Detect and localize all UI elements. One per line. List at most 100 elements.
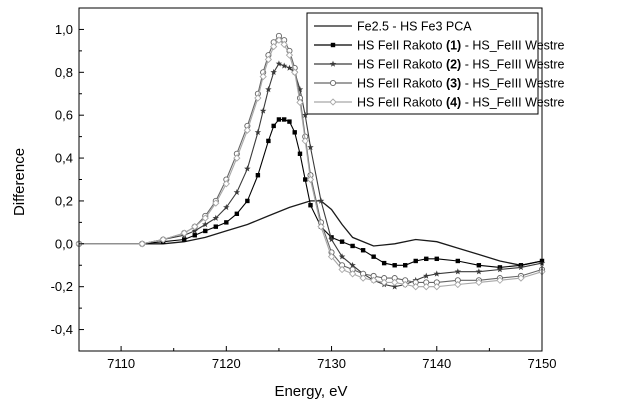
data-point bbox=[244, 165, 251, 172]
legend-label-number: (4) bbox=[446, 96, 461, 110]
y-tick-label: -0,4 bbox=[51, 322, 73, 337]
data-point bbox=[392, 263, 397, 268]
data-point bbox=[192, 233, 197, 238]
data-point bbox=[203, 228, 208, 234]
legend: Fe2.5 - HS Fe3 PCA HS FeII Rakoto (1) - H… bbox=[306, 12, 565, 115]
x-axis-title: Energy, eV bbox=[274, 383, 347, 400]
data-point bbox=[266, 138, 271, 144]
data-point bbox=[296, 86, 304, 93]
axes-group: 7110 7120 7130 7140 7150 -0,4 -0,2 0,0 0,2 0,4 0,6… bbox=[51, 7, 557, 371]
data-point bbox=[254, 128, 262, 136]
y-tick-label: 1,0 bbox=[55, 22, 73, 37]
data-point bbox=[338, 265, 346, 274]
data-point bbox=[233, 188, 241, 196]
data-point bbox=[496, 266, 504, 273]
legend-swatch-marker bbox=[329, 60, 337, 67]
legend-label-number: (2) bbox=[446, 58, 461, 72]
data-point bbox=[281, 117, 287, 122]
data-point bbox=[213, 224, 218, 229]
data-point bbox=[202, 221, 209, 228]
data-point bbox=[308, 203, 313, 208]
data-point bbox=[412, 283, 420, 291]
legend-label-suffix: - HS_FeIII Westre bbox=[461, 39, 564, 53]
legend-label: Fe2.5 - HS Fe3 PCA bbox=[357, 20, 472, 34]
data-point bbox=[307, 143, 314, 151]
y-tick-label: 0,6 bbox=[55, 108, 73, 123]
legend-label-suffix: - HS_FeIII Westre bbox=[461, 58, 564, 72]
data-point bbox=[233, 154, 241, 162]
data-point bbox=[423, 272, 430, 279]
data-point bbox=[212, 214, 220, 221]
data-point bbox=[328, 236, 335, 243]
data-point bbox=[317, 197, 325, 204]
data-point bbox=[270, 68, 277, 76]
data-point bbox=[285, 51, 294, 59]
legend-label: HS FeII Rakoto (4) - HS_FeIII Westre bbox=[357, 96, 565, 110]
data-point bbox=[338, 253, 346, 260]
y-tick-label: 0,2 bbox=[55, 193, 73, 208]
x-tick-label: 7140 bbox=[422, 356, 451, 371]
legend-label: HS FeII Rakoto (3) - HS_FeIII Westre bbox=[357, 77, 565, 91]
data-point bbox=[475, 268, 483, 275]
data-point bbox=[291, 68, 299, 76]
data-point bbox=[138, 240, 146, 248]
data-point bbox=[380, 278, 388, 287]
data-point bbox=[234, 211, 240, 216]
data-point bbox=[476, 263, 482, 268]
data-point bbox=[424, 256, 429, 262]
data-point bbox=[317, 223, 325, 231]
x-tick-label: 7110 bbox=[107, 356, 135, 371]
data-point bbox=[360, 248, 366, 253]
legend-label-text: HS FeII Rakoto bbox=[357, 58, 446, 72]
data-point bbox=[259, 72, 267, 81]
data-point bbox=[180, 229, 188, 237]
data-point bbox=[182, 237, 187, 242]
legend-label: HS FeII Rakoto (1) - HS_FeIII Westre bbox=[357, 39, 565, 53]
data-point bbox=[259, 107, 267, 114]
legend-item: HS FeII Rakoto (3) - HS_FeIII Westre bbox=[314, 77, 565, 91]
data-point bbox=[391, 283, 398, 290]
legend-swatch-marker bbox=[330, 42, 336, 48]
data-point bbox=[287, 119, 292, 124]
series-1 bbox=[79, 200, 543, 266]
data-point bbox=[159, 235, 167, 244]
data-point bbox=[413, 258, 418, 264]
data-point bbox=[270, 42, 278, 51]
data-point bbox=[391, 278, 399, 287]
data-point bbox=[303, 177, 308, 182]
x-tick-label: 7120 bbox=[212, 356, 241, 371]
y-tick-label: 0,4 bbox=[55, 151, 73, 166]
data-point bbox=[381, 260, 387, 266]
legend-item: Fe2.5 - HS Fe3 PCA bbox=[314, 20, 472, 34]
data-point bbox=[401, 280, 409, 289]
data-point bbox=[254, 94, 262, 102]
legend-label-number: (1) bbox=[446, 39, 461, 53]
data-point bbox=[455, 258, 461, 264]
legend-swatch-marker bbox=[329, 79, 337, 87]
series-line bbox=[79, 118, 543, 268]
y-axis-title: Difference bbox=[11, 148, 28, 216]
data-point bbox=[296, 98, 304, 106]
data-point bbox=[433, 283, 441, 291]
data-point bbox=[517, 274, 525, 282]
data-point bbox=[475, 278, 483, 287]
legend-label-number: (3) bbox=[446, 77, 461, 91]
data-point bbox=[265, 86, 272, 93]
data-point bbox=[275, 36, 283, 44]
data-point bbox=[371, 254, 376, 259]
y-tick-label: -0,2 bbox=[51, 279, 73, 294]
x-tick-label: 7130 bbox=[317, 356, 346, 371]
data-point bbox=[454, 280, 462, 289]
legend-item: HS FeII Rakoto (1) - HS_FeIII Westre bbox=[314, 39, 565, 53]
data-point bbox=[201, 214, 209, 222]
data-point bbox=[191, 227, 198, 234]
legend-swatch-marker bbox=[329, 98, 337, 106]
data-point bbox=[359, 274, 367, 282]
data-point bbox=[286, 64, 293, 71]
x-tick-label: 7150 bbox=[528, 356, 557, 371]
data-point bbox=[496, 276, 504, 284]
data-point bbox=[517, 263, 525, 271]
data-point bbox=[212, 199, 220, 207]
data-point bbox=[271, 123, 276, 129]
data-point bbox=[264, 55, 273, 64]
